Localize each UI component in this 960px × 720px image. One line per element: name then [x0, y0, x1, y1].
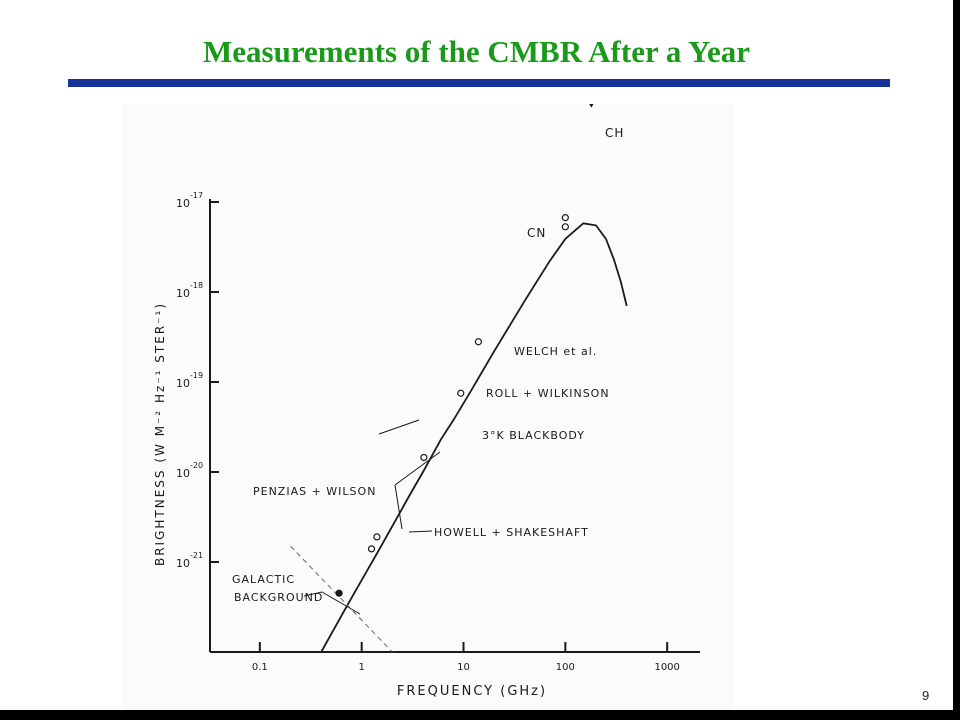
y-tick-label-base: 10	[176, 197, 190, 210]
y-tick-label-exponent: -21	[190, 551, 203, 560]
x-tick-label: 10	[457, 662, 470, 673]
annotation-leader	[394, 451, 441, 486]
x-tick-label: 0.1	[252, 662, 268, 673]
annotation-ch: CH	[605, 126, 624, 140]
y-tick-label-exponent: -20	[190, 461, 203, 470]
slide-title: Measurements of the CMBR After a Year	[203, 34, 750, 69]
upper-limit-arrow-head	[589, 104, 594, 108]
annotation-howell: HOWELL + SHAKESHAFT	[434, 526, 589, 539]
chart-axes	[209, 199, 700, 653]
y-tick-label-base: 10	[176, 557, 190, 570]
annotation-galactic1: GALACTIC	[232, 573, 295, 586]
slide: Measurements of the CMBR After a Year 10…	[0, 0, 953, 710]
page-number: 9	[922, 688, 930, 703]
y-tick-label-base: 10	[176, 377, 190, 390]
data-point-howell-shakeshaft	[367, 545, 376, 553]
y-tick-label-exponent: -19	[190, 371, 203, 380]
data-point-welch-et-al	[474, 338, 482, 346]
annotation-leader	[394, 484, 403, 530]
y-tick-label-base: 10	[176, 467, 190, 480]
x-tick-label: 100	[556, 662, 575, 673]
y-axis-title: BRIGHTNESS (W M⁻² Hz⁻¹ STER⁻¹)	[153, 302, 167, 566]
y-tick-label-exponent: -17	[190, 191, 203, 200]
annotation-roll: ROLL + WILKINSON	[486, 387, 610, 400]
annotation-leader	[378, 419, 420, 435]
x-axis-title: FREQUENCY (GHz)	[397, 684, 547, 699]
data-point-cn	[561, 214, 569, 222]
y-tick-label-base: 10	[176, 287, 190, 300]
annotation-cn: CN	[527, 226, 546, 240]
annotation-penzias: PENZIAS + WILSON	[253, 485, 376, 498]
data-point-howell-shakeshaft	[373, 533, 381, 541]
annotation-galactic2: BACKGROUND	[234, 591, 323, 604]
chart-photo: 10 -17 10 -18 10 -19 10 -20 10 -21 0.1 1 10 100 1000 FR…	[122, 104, 734, 710]
data-point-roll-wilkinson	[457, 389, 465, 397]
data-point-penzias-wilson	[420, 453, 428, 462]
title-rule	[68, 79, 890, 87]
annotation-welch: WELCH et al.	[514, 345, 597, 358]
data-point-galactic-background	[335, 589, 343, 597]
annotation-leader	[408, 530, 433, 533]
annotation-blackbody: 3°K BLACKBODY	[482, 429, 585, 442]
blackbody-curve	[320, 222, 628, 653]
galactic-background-line	[290, 545, 393, 653]
chart-marks	[290, 104, 628, 653]
x-tick-label: 1	[358, 662, 364, 673]
x-tick-label: 1000	[654, 662, 679, 673]
data-point-cn	[561, 223, 569, 231]
y-tick-label-exponent: -18	[190, 281, 203, 290]
annotation-leader	[303, 591, 361, 615]
